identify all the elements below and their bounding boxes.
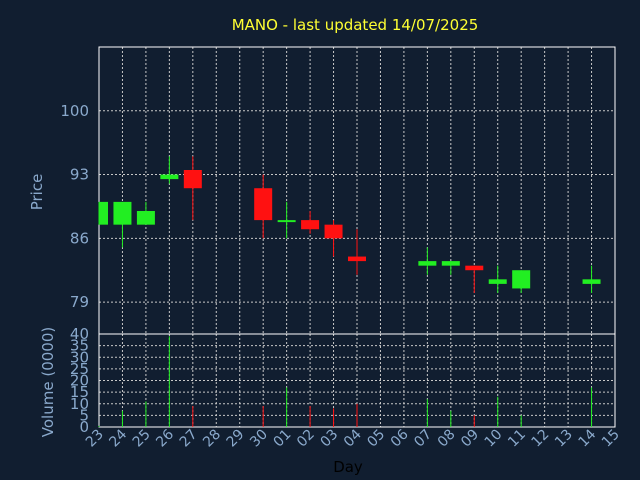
price-axis-label: Price [28, 174, 46, 211]
candle-body [512, 270, 531, 289]
candle-body [465, 265, 484, 271]
x-axis: 23 24 25 26 27 28 29 30 01 02 03 04 05 06 07 08 09 10 11 12… [83, 426, 623, 450]
candle-body [582, 279, 601, 284]
price-tick-label: 86 [70, 229, 89, 247]
candle-body [254, 188, 273, 221]
price-tick-label: 79 [70, 293, 89, 311]
volume-tick-label: 5 [79, 406, 89, 424]
candle-body [441, 261, 460, 266]
candle-body [324, 224, 343, 239]
candle-body [136, 211, 155, 225]
candle-body [348, 256, 366, 262]
volume-tick-label: 30 [70, 348, 89, 366]
volume-tick-label: 35 [70, 337, 89, 355]
price-panel: 100 93 86 79 [60, 46, 616, 335]
candle-body [488, 279, 507, 284]
candle-body [160, 174, 179, 180]
x-axis-label: Day [333, 458, 363, 476]
volume-tick-label: 15 [70, 383, 89, 401]
candle-body [301, 220, 320, 230]
volume-tick-label: 10 [70, 395, 89, 413]
candle-body [113, 201, 132, 225]
chart-title: MANO - last updated 14/07/2025 [232, 16, 479, 34]
price-tick-label: 93 [70, 166, 89, 184]
price-tick-label: 100 [60, 102, 89, 120]
volume-tick-label: 20 [70, 372, 89, 390]
candle-body [99, 201, 108, 225]
volume-tick-label: 40 [70, 325, 89, 343]
volume-tick-label: 0 [79, 418, 89, 436]
candle-body [277, 220, 296, 223]
candle-body [183, 170, 202, 189]
volume-tick-label: 25 [70, 360, 89, 378]
candle-body [418, 261, 437, 266]
volume-axis-label: Volume (0000) [39, 327, 57, 437]
